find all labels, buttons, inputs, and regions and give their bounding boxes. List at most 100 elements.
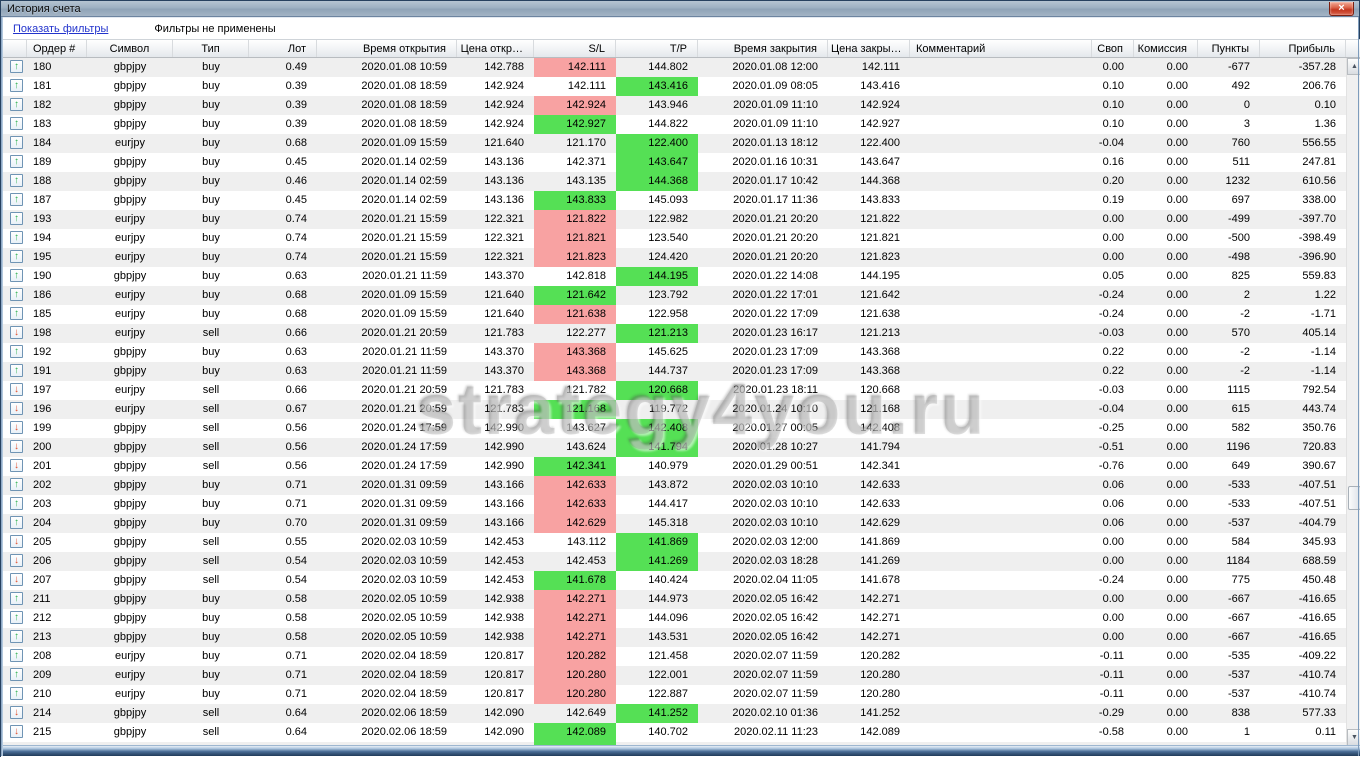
table-row[interactable]: ↓ 198 eurjpy sell 0.66 2020.01.21 20:59 121.78… bbox=[1, 324, 1346, 343]
cell-open_time: 2020.01.08 18:59 bbox=[361, 99, 447, 111]
table-row[interactable]: ↓ 205 gbpjpy sell 0.55 2020.02.03 10:59 142.45… bbox=[1, 533, 1346, 552]
column-header-commission[interactable]: Комиссия bbox=[1134, 40, 1198, 57]
cell-points: 511 bbox=[1232, 156, 1250, 168]
cell-profit: 688.59 bbox=[1302, 555, 1336, 567]
column-header-symbol[interactable]: Символ bbox=[87, 40, 173, 57]
cell-close_time: 2020.01.09 08:05 bbox=[732, 80, 818, 92]
column-header-sl[interactable]: S/L bbox=[534, 40, 616, 57]
cell-lot: 0.45 bbox=[285, 194, 307, 206]
cell-close_price: 143.416 bbox=[860, 80, 900, 92]
table-row[interactable]: ↑ 209 eurjpy buy 0.71 2020.02.04 18:59 120.817… bbox=[1, 666, 1346, 685]
table-row[interactable]: ↑ 192 gbpjpy buy 0.63 2020.01.21 11:59 143.370… bbox=[1, 343, 1346, 362]
trade-type-icon-cell: ↑ bbox=[1, 229, 27, 248]
table-row[interactable]: ↓ 207 gbpjpy sell 0.54 2020.02.03 10:59 142.45… bbox=[1, 571, 1346, 590]
window-right-border bbox=[1358, 17, 1359, 756]
table-row[interactable]: ↑ 184 eurjpy buy 0.68 2020.01.09 15:59 121.640… bbox=[1, 134, 1346, 153]
column-header-open_time[interactable]: Время открытия bbox=[317, 40, 457, 57]
cell-close_price: 121.823 bbox=[860, 251, 900, 263]
table-row[interactable]: ↑ 212 gbpjpy buy 0.58 2020.02.05 10:59 142.938… bbox=[1, 609, 1346, 628]
buy-arrow-icon: ↑ bbox=[10, 345, 23, 358]
cell-lot: 0.56 bbox=[285, 422, 307, 434]
table-row[interactable]: ↑ 181 gbpjpy buy 0.39 2020.01.08 18:59 142.924… bbox=[1, 77, 1346, 96]
close-icon[interactable]: × bbox=[1329, 2, 1354, 16]
cell-comment bbox=[910, 533, 1092, 552]
table-row[interactable]: ↑ 189 gbpjpy buy 0.45 2020.01.14 02:59 143.136… bbox=[1, 153, 1346, 172]
cell-symbol: gbpjpy bbox=[113, 479, 147, 491]
buy-arrow-icon: ↑ bbox=[10, 516, 23, 529]
table-row[interactable]: ↓ 206 gbpjpy sell 0.54 2020.02.03 10:59 142.45… bbox=[1, 552, 1346, 571]
table-row[interactable]: ↑ 180 gbpjpy buy 0.49 2020.01.08 10:59 142.788… bbox=[1, 58, 1346, 77]
column-header-icon[interactable] bbox=[1, 40, 27, 57]
cell-lot: 0.68 bbox=[285, 308, 307, 320]
column-header-comment[interactable]: Комментарий bbox=[910, 40, 1092, 57]
cell-symbol: eurjpy bbox=[115, 232, 145, 244]
cell-commission: 0.00 bbox=[1166, 536, 1188, 548]
table-row[interactable]: ↓ 200 gbpjpy sell 0.56 2020.01.24 17:59 142.99… bbox=[1, 438, 1346, 457]
cell-open_price: 142.938 bbox=[484, 593, 524, 605]
table-row[interactable]: ↓ 196 eurjpy sell 0.67 2020.01.21 20:59 121.78… bbox=[1, 400, 1346, 419]
column-header-open_price[interactable]: Цена откр… bbox=[457, 40, 534, 57]
column-header-points[interactable]: Пункты bbox=[1198, 40, 1260, 57]
trade-type-icon-cell: ↑ bbox=[1, 58, 27, 77]
sell-arrow-icon: ↓ bbox=[10, 440, 23, 453]
cell-points: -537 bbox=[1227, 669, 1250, 681]
table-row[interactable]: ↑ 208 eurjpy buy 0.71 2020.02.04 18:59 120.817… bbox=[1, 647, 1346, 666]
table-row[interactable]: ↑ 193 eurjpy buy 0.74 2020.01.21 15:59 122.321… bbox=[1, 210, 1346, 229]
trade-type-icon-cell: ↑ bbox=[1, 286, 27, 305]
table-row[interactable]: ↑ 190 gbpjpy buy 0.63 2020.01.21 11:59 143.370… bbox=[1, 267, 1346, 286]
cell-commission: 0.00 bbox=[1166, 479, 1188, 491]
vertical-scrollbar[interactable]: ▲ ▼ bbox=[1346, 58, 1360, 746]
table-row[interactable]: ↑ 204 gbpjpy buy 0.70 2020.01.31 09:59 143.166… bbox=[1, 514, 1346, 533]
cell-open_price: 143.370 bbox=[484, 365, 524, 377]
scroll-up-icon[interactable]: ▲ bbox=[1347, 58, 1360, 75]
table-row[interactable]: ↑ 183 gbpjpy buy 0.39 2020.01.08 18:59 142.924… bbox=[1, 115, 1346, 134]
table-row[interactable]: ↑ 203 gbpjpy buy 0.71 2020.01.31 09:59 143.166… bbox=[1, 495, 1346, 514]
cell-sl: 121.821 bbox=[534, 229, 616, 248]
table-row[interactable]: ↑ 194 eurjpy buy 0.74 2020.01.21 15:59 122.321… bbox=[1, 229, 1346, 248]
column-header-order[interactable]: Ордер # bbox=[27, 40, 87, 57]
cell-sl: 143.368 bbox=[534, 362, 616, 381]
table-row[interactable]: ↑ 187 gbpjpy buy 0.45 2020.01.14 02:59 143.136… bbox=[1, 191, 1346, 210]
table-row[interactable]: ↑ 185 eurjpy buy 0.68 2020.01.09 15:59 121.640… bbox=[1, 305, 1346, 324]
cell-swap: 0.00 bbox=[1102, 555, 1124, 567]
cell-sl: 142.111 bbox=[534, 58, 616, 77]
column-header-tp[interactable]: T/P bbox=[616, 40, 698, 57]
table-row[interactable]: ↑ 202 gbpjpy buy 0.71 2020.01.31 09:59 143.166… bbox=[1, 476, 1346, 495]
cell-symbol: eurjpy bbox=[115, 688, 145, 700]
table-row[interactable]: ↑ 191 gbpjpy buy 0.63 2020.01.21 11:59 143.370… bbox=[1, 362, 1346, 381]
table-row[interactable]: ↑ 211 gbpjpy buy 0.58 2020.02.05 10:59 142.938… bbox=[1, 590, 1346, 609]
table-row[interactable]: ↓ 214 gbpjpy sell 0.64 2020.02.06 18:59 142.09… bbox=[1, 704, 1346, 723]
column-header-profit[interactable]: Прибыль bbox=[1260, 40, 1346, 57]
table-row[interactable]: ↓ 197 eurjpy sell 0.66 2020.01.21 20:59 121.78… bbox=[1, 381, 1346, 400]
cell-order: 198 bbox=[33, 327, 52, 339]
cell-tp: 121.458 bbox=[648, 650, 688, 662]
table-row[interactable]: ↑ 182 gbpjpy buy 0.39 2020.01.08 18:59 142.924… bbox=[1, 96, 1346, 115]
partial-table-row[interactable] bbox=[1, 742, 1346, 747]
table-row[interactable]: ↑ 195 eurjpy buy 0.74 2020.01.21 15:59 122.321… bbox=[1, 248, 1346, 267]
cell-sl: 121.170 bbox=[566, 137, 606, 149]
cell-type: buy bbox=[202, 612, 220, 624]
column-header-close_price[interactable]: Цена закры… bbox=[828, 40, 910, 57]
column-header-swap[interactable]: Своп bbox=[1092, 40, 1134, 57]
column-header-close_time[interactable]: Время закрытия bbox=[698, 40, 828, 57]
show-filters-link[interactable]: Показать фильтры bbox=[13, 22, 109, 35]
title-bar[interactable]: История счета × bbox=[1, 1, 1359, 17]
trade-type-icon-cell: ↓ bbox=[1, 400, 27, 419]
cell-comment bbox=[910, 229, 1092, 248]
trade-type-icon-cell: ↑ bbox=[1, 96, 27, 115]
table-row[interactable]: ↓ 201 gbpjpy sell 0.56 2020.01.24 17:59 142.99… bbox=[1, 457, 1346, 476]
column-header-type[interactable]: Тип bbox=[173, 40, 249, 57]
table-row[interactable]: ↓ 215 gbpjpy sell 0.64 2020.02.06 18:59 142.09… bbox=[1, 723, 1346, 742]
cell-type: buy bbox=[202, 688, 220, 700]
cell-commission: 0.00 bbox=[1166, 574, 1188, 586]
scrollbar-thumb[interactable] bbox=[1348, 486, 1360, 510]
column-header-lot[interactable]: Лот bbox=[249, 40, 317, 57]
cell-tp: 140.979 bbox=[648, 460, 688, 472]
cell-type: buy bbox=[202, 498, 220, 510]
table-row[interactable]: ↑ 213 gbpjpy buy 0.58 2020.02.05 10:59 142.938… bbox=[1, 628, 1346, 647]
table-row[interactable]: ↓ 199 gbpjpy sell 0.56 2020.01.24 17:59 142.99… bbox=[1, 419, 1346, 438]
table-row[interactable]: ↑ 188 gbpjpy buy 0.46 2020.01.14 02:59 143.136… bbox=[1, 172, 1346, 191]
cell-sl: 120.280 bbox=[534, 685, 616, 704]
table-row[interactable]: ↑ 210 eurjpy buy 0.71 2020.02.04 18:59 120.817… bbox=[1, 685, 1346, 704]
table-row[interactable]: ↑ 186 eurjpy buy 0.68 2020.01.09 15:59 121.640… bbox=[1, 286, 1346, 305]
